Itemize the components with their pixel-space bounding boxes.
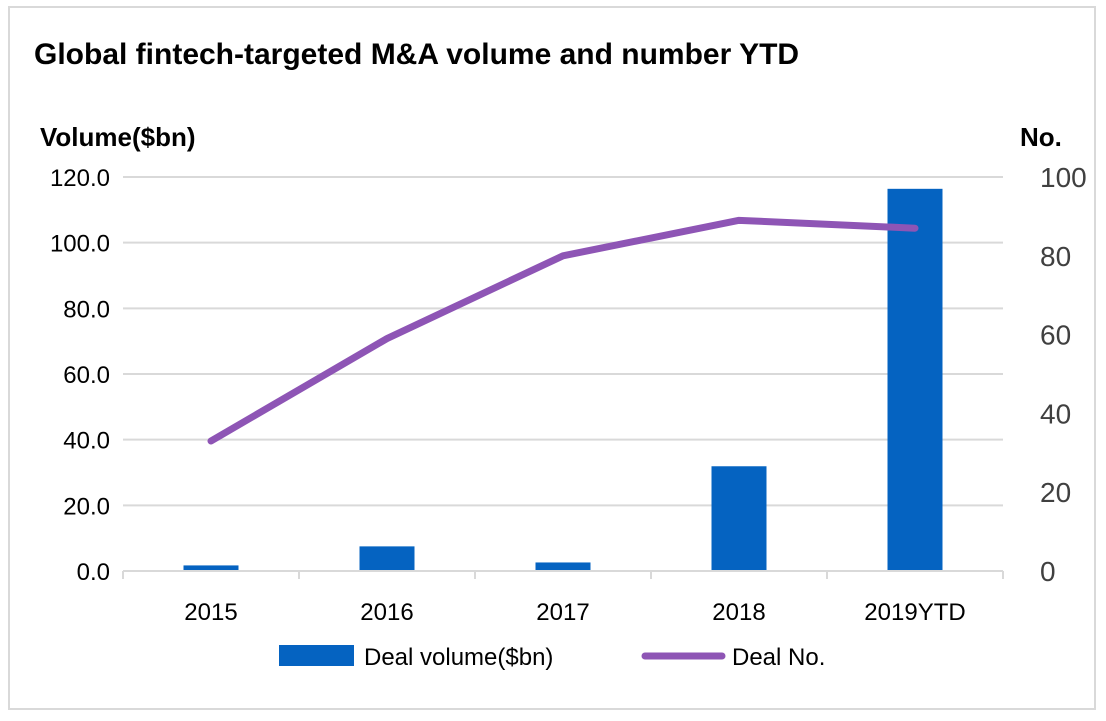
chart-title: Global fintech-targeted M&A volume and n…	[34, 38, 799, 71]
line-point	[914, 227, 916, 230]
y-left-tick-label: 20.0	[63, 493, 110, 520]
bar-2019ytd	[887, 188, 943, 571]
y-left-axis-title: Volume($bn)	[40, 122, 196, 152]
y-right-tick-label: 100	[1040, 162, 1087, 193]
x-category-label: 2017	[536, 599, 589, 626]
x-category-label: 2016	[360, 599, 413, 626]
y-right-tick-label: 40	[1040, 398, 1071, 429]
bar-2017	[535, 562, 591, 571]
y-left-tick-label: 40.0	[63, 428, 110, 455]
y-left-tick-label: 120.0	[50, 165, 110, 192]
y-left-tick-label: 100.0	[50, 231, 110, 258]
bar-layer	[183, 188, 943, 571]
y-right-tick-label: 60	[1040, 320, 1071, 351]
line-layer	[207, 216, 919, 445]
y-right-tick-label: 0	[1040, 556, 1056, 587]
x-category-label: 2019YTD	[864, 599, 965, 626]
bar-2016	[359, 546, 415, 571]
bar-2015	[183, 565, 239, 571]
y-right-axis-title: No.	[1020, 122, 1062, 152]
y-right-tick-label: 80	[1040, 241, 1071, 272]
line-deal-no	[207, 216, 919, 445]
x-category-label: 2018	[712, 599, 765, 626]
legend: Deal volume($bn) Deal No.	[279, 644, 825, 671]
axis-layer: 0.0 20.0 40.0 60.0 80.0 100.0 120.0 0 20 40 60 80 10…	[50, 162, 1087, 626]
x-category-label: 2015	[184, 599, 237, 626]
line-point	[738, 219, 740, 222]
line-point	[562, 254, 564, 257]
y-left-tick-label: 0.0	[77, 559, 110, 586]
line-point	[386, 337, 388, 340]
y-left-tick-label: 80.0	[63, 296, 110, 323]
legend-swatch-bar	[279, 645, 354, 666]
grid-layer	[123, 176, 1003, 507]
legend-label-deal-no: Deal No.	[732, 644, 825, 671]
legend-label-deal-volume: Deal volume($bn)	[364, 644, 553, 671]
line-point	[210, 439, 212, 442]
y-right-tick-label: 20	[1040, 477, 1071, 508]
bar-2018	[711, 466, 767, 571]
y-left-tick-label: 60.0	[63, 362, 110, 389]
